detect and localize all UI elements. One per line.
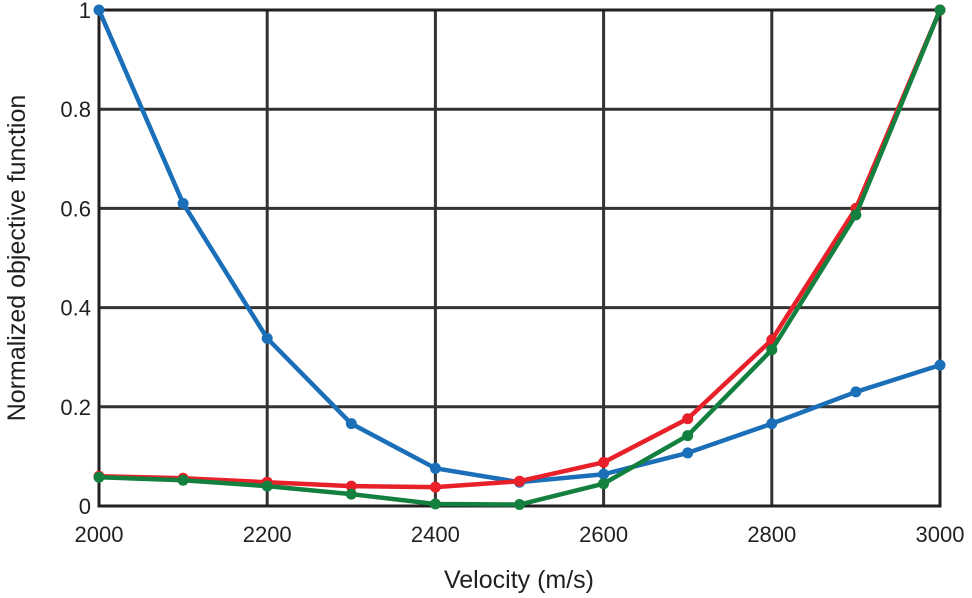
- y-tick-label: 0: [79, 494, 91, 519]
- data-point-green: [514, 499, 525, 511]
- data-point-red: [429, 481, 441, 493]
- tick-labels: 2000 2200 2400 2600 2800 3000 0 0.2 0.4 0.6 0.8 1: [60, 0, 964, 547]
- x-tick-label: 2000: [75, 522, 124, 547]
- x-tick-label: 2600: [579, 522, 628, 547]
- y-tick-label: 1: [79, 0, 91, 23]
- data-point-red: [598, 456, 610, 468]
- data-point-blue: [429, 462, 441, 474]
- series-layer: [93, 4, 946, 511]
- series-line-red: [98, 9, 943, 490]
- grid: [97, 8, 942, 508]
- data-point-green: [598, 478, 610, 490]
- data-point-green: [766, 344, 778, 356]
- data-point-green: [429, 498, 441, 510]
- data-point-blue: [934, 359, 946, 371]
- plot-frame: [97, 8, 942, 508]
- data-point-green: [682, 430, 694, 442]
- x-tick-label: 3000: [916, 522, 965, 547]
- data-point-green: [177, 474, 189, 486]
- y-axis-label: Normalized objective function: [3, 95, 31, 422]
- y-tick-label: 0.2: [60, 395, 91, 420]
- x-tick-label: 2200: [243, 522, 292, 547]
- y-tick-label: 0.6: [60, 196, 91, 221]
- data-point-green: [261, 480, 273, 492]
- data-point-blue: [177, 197, 189, 209]
- data-point-blue: [261, 332, 273, 344]
- y-tick-label: 0.8: [60, 97, 91, 122]
- y-tick-label: 0.4: [60, 296, 91, 321]
- data-point-green: [345, 488, 357, 500]
- data-point-blue: [682, 447, 694, 459]
- data-point-red: [345, 480, 357, 492]
- x-tick-label: 2400: [411, 522, 460, 547]
- data-point-red: [682, 413, 694, 425]
- data-point-blue: [850, 386, 862, 398]
- data-point-green: [93, 471, 105, 483]
- series-line-green: [98, 9, 943, 507]
- data-point-blue: [345, 418, 357, 430]
- data-point-blue: [93, 4, 105, 16]
- series-line-blue: [96, 9, 941, 485]
- data-point-green: [934, 4, 946, 16]
- data-point-blue: [766, 418, 778, 430]
- data-point-red: [514, 475, 525, 487]
- x-tick-label: 2800: [747, 522, 796, 547]
- data-point-blue: [598, 468, 610, 480]
- data-point-green: [850, 209, 862, 221]
- x-axis-label: Velocity (m/s): [444, 566, 594, 594]
